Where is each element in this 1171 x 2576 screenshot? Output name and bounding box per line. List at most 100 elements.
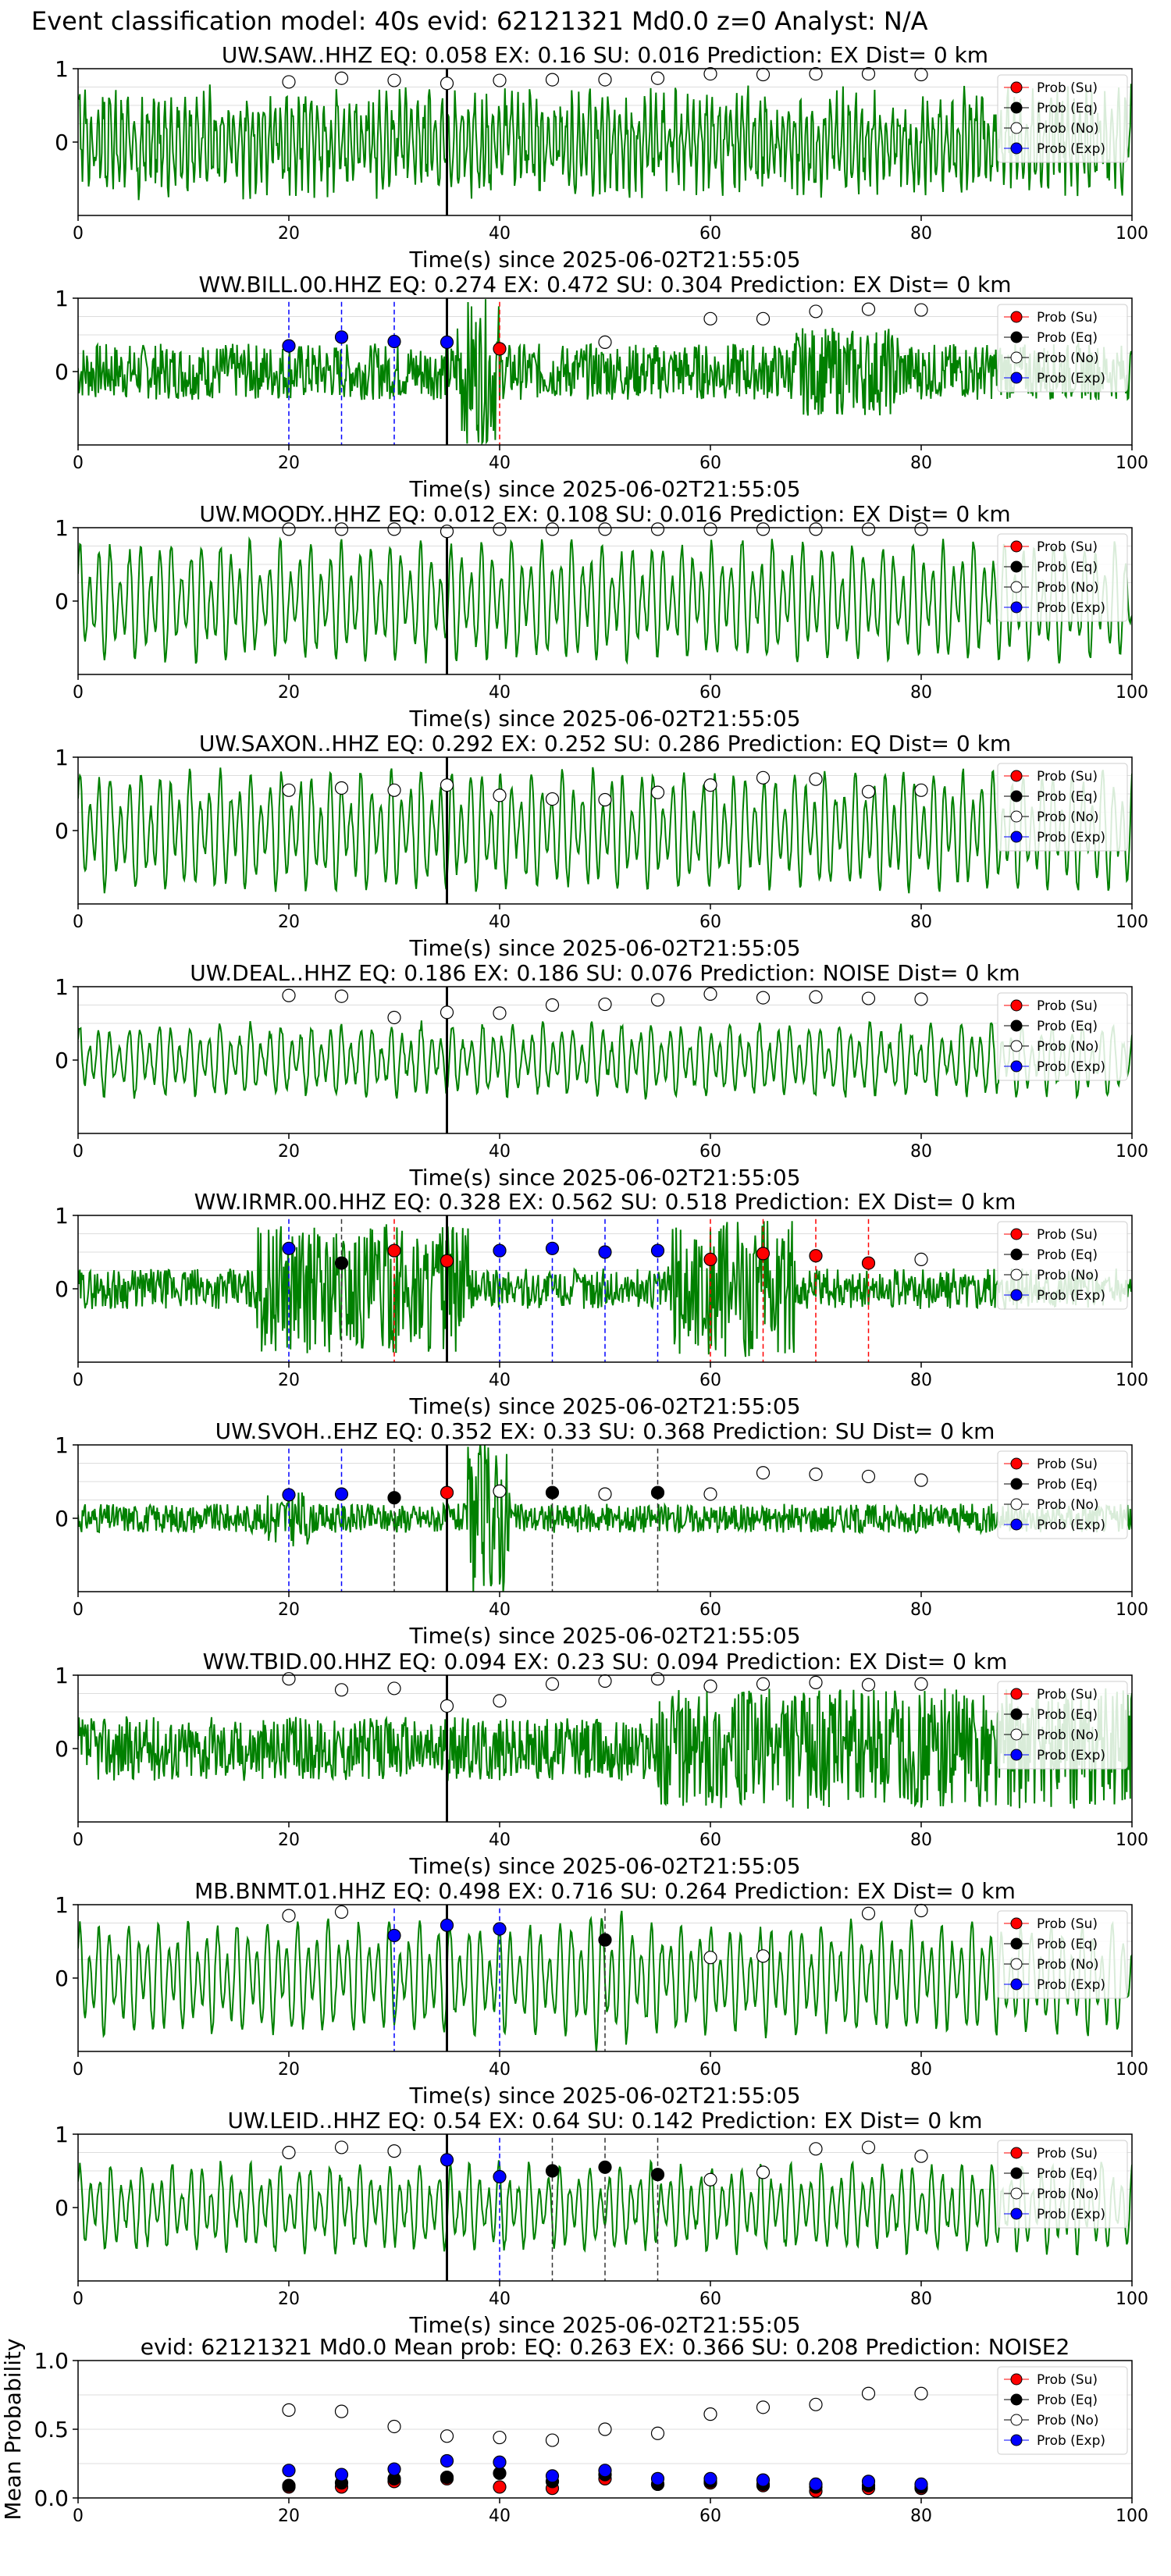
legend-marker-exp <box>1010 2434 1023 2446</box>
legend-marker-no <box>1010 1268 1023 1281</box>
prob-point-no <box>861 785 876 799</box>
prob-point-su <box>440 1254 454 1268</box>
y-tick-label: 0 <box>55 818 69 844</box>
legend-label: Prob (Eq) <box>1037 1247 1098 1263</box>
legend-marker-su <box>1010 1688 1023 1700</box>
mean-prob-point-exp <box>282 2464 296 2478</box>
legend-marker-su <box>1010 2147 1023 2159</box>
legend-label: Prob (Exp) <box>1037 371 1105 386</box>
y-tick-label: 0 <box>55 1048 69 1073</box>
x-tick-label: 100 <box>1116 2060 1148 2080</box>
seismic-trace <box>78 84 1132 201</box>
mean-prob-point-no <box>387 2419 401 2434</box>
prob-point-no <box>545 1677 560 1691</box>
mean-prob-point-eq <box>282 2478 296 2492</box>
legend-label: Prob (Eq) <box>1037 1477 1098 1493</box>
prob-point-no <box>914 2149 928 2163</box>
x-tick-label: 40 <box>489 683 511 703</box>
x-tick-label: 0 <box>73 454 84 473</box>
prob-point-su <box>387 1244 401 1258</box>
panel-9: UW.LEID..HHZ EQ: 0.54 EX: 0.64 SU: 0.142… <box>55 2108 1148 2338</box>
mean-prob-point-no <box>650 2426 665 2440</box>
legend: Prob (Su) Prob (Eq) Prob (No) Prob (Exp) <box>997 1450 1128 1539</box>
panel-6: UW.SVOH..EHZ EQ: 0.352 EX: 0.33 SU: 0.36… <box>55 1418 1148 1649</box>
x-tick-label: 80 <box>910 1831 932 1850</box>
prob-point-no <box>861 522 876 536</box>
x-tick-label: 100 <box>1116 1142 1148 1162</box>
x-tick-label: 100 <box>1116 224 1148 244</box>
prob-point-no <box>914 1677 928 1691</box>
x-tick-label: 40 <box>489 2060 511 2080</box>
y-tick-label: 0 <box>55 359 69 385</box>
prob-point-eq <box>387 1491 401 1505</box>
prob-point-no <box>598 73 612 87</box>
mean-prob-point-exp <box>809 2477 823 2491</box>
prob-point-no <box>861 302 876 316</box>
x-tick-label: 80 <box>910 1142 932 1162</box>
x-axis-label: Time(s) since 2025-06-02T21:55:05 <box>408 1393 800 1419</box>
y-tick-label: 1 <box>55 2122 69 2147</box>
legend-label: Prob (Eq) <box>1037 560 1098 575</box>
legend-box <box>997 763 1128 852</box>
legend-marker-no <box>1010 2414 1023 2426</box>
prob-point-exp <box>493 1244 507 1258</box>
prob-point-no <box>861 991 876 1005</box>
x-tick-label: 20 <box>278 2060 300 2080</box>
legend: Prob (Su) Prob (Eq) Prob (No) Prob (Exp) <box>997 763 1128 852</box>
x-tick-label: 80 <box>910 2507 932 2526</box>
prob-point-no <box>914 1473 928 1487</box>
legend-marker-su <box>1010 1457 1023 1470</box>
y-tick-label: 0 <box>55 2195 69 2221</box>
x-tick-label: 60 <box>699 454 721 473</box>
legend-label: Prob (Su) <box>1037 1916 1098 1932</box>
seismic-trace <box>78 536 1132 665</box>
prob-point-no <box>703 1679 717 1693</box>
prob-point-no <box>756 2165 771 2179</box>
y-tick-label: 0.0 <box>34 2485 69 2511</box>
panel-2: UW.MOODY..HHZ EQ: 0.012 EX: 0.108 SU: 0.… <box>55 501 1148 731</box>
legend-marker-no <box>1010 581 1023 593</box>
legend-label: Prob (Eq) <box>1037 789 1098 805</box>
legend-label: Prob (Eq) <box>1037 330 1098 346</box>
legend-label: Prob (Exp) <box>1037 1059 1105 1075</box>
y-tick-label: 0.5 <box>34 2417 69 2443</box>
x-tick-label: 40 <box>489 1371 511 1390</box>
x-tick-label: 60 <box>699 2060 721 2080</box>
prob-point-no <box>809 522 823 536</box>
prob-point-no <box>703 1487 717 1501</box>
legend-label: Prob (No) <box>1037 2186 1099 2202</box>
prob-point-no <box>387 783 401 797</box>
prob-point-no <box>282 2145 296 2160</box>
legend-label: Prob (Exp) <box>1037 2433 1105 2449</box>
prob-point-no <box>334 989 349 1003</box>
legend-label: Prob (No) <box>1037 2413 1099 2428</box>
mean-prob-point-no <box>440 2429 454 2443</box>
x-tick-label: 100 <box>1116 1600 1148 1620</box>
seismic-trace <box>78 1445 1132 1592</box>
x-tick-label: 20 <box>278 1600 300 1620</box>
mean-prob-point-no <box>861 2386 876 2400</box>
prob-point-no <box>387 1681 401 1695</box>
x-tick-label: 40 <box>489 2507 511 2526</box>
y-tick-label: 1 <box>55 286 69 311</box>
prob-point-no <box>703 66 717 81</box>
x-tick-label: 20 <box>278 2507 300 2526</box>
x-tick-label: 60 <box>699 2507 721 2526</box>
legend: Prob (Su) Prob (Eq) Prob (No) Prob (Exp) <box>997 1681 1128 1770</box>
y-tick-label: 1 <box>55 1432 69 1458</box>
x-tick-label: 40 <box>489 1600 511 1620</box>
legend-label: Prob (No) <box>1037 1727 1099 1743</box>
prob-point-no <box>756 1466 771 1480</box>
prob-point-no <box>703 778 717 792</box>
prob-point-su <box>861 1256 876 1270</box>
x-axis-label: Time(s) since 2025-06-02T21:55:05 <box>408 1165 800 1190</box>
y-tick-label: 1 <box>55 515 69 541</box>
prob-point-no <box>493 1484 507 1498</box>
legend-label: Prob (Su) <box>1037 1227 1098 1243</box>
prob-point-eq <box>545 1485 560 1500</box>
legend-marker-eq <box>1010 2393 1023 2406</box>
x-tick-label: 40 <box>489 913 511 932</box>
legend-label: Prob (Su) <box>1037 539 1098 555</box>
legend-marker-no <box>1010 810 1023 823</box>
legend-marker-no <box>1010 1498 1023 1510</box>
